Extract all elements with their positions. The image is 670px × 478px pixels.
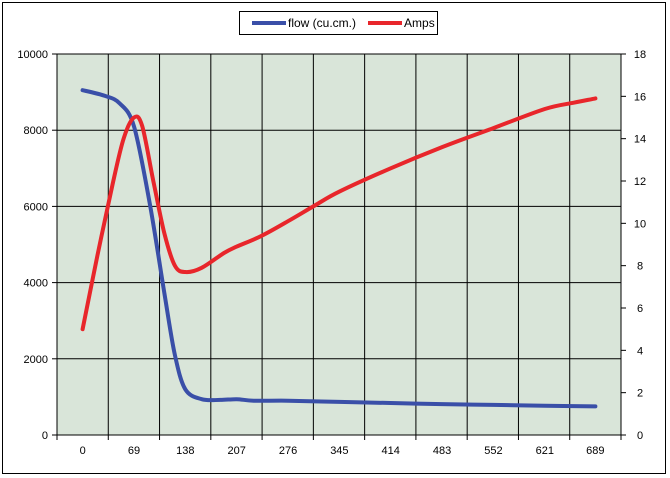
y2-tick-label: 8 [637,261,643,273]
series-line-flow [80,88,598,409]
x-tick-label: 276 [279,445,297,457]
x-tick-label: 483 [433,445,451,457]
y2-tick-label: 10 [634,218,646,230]
x-tick-label: 69 [128,445,140,457]
legend: flow (cu.cm.) Amps [239,11,438,35]
legend-item-flow: flow (cu.cm.) [240,16,356,30]
y-tick-label: 2000 [24,354,48,366]
y2-tick-label: 12 [634,176,646,188]
legend-swatch-amps [368,21,403,25]
y-tick-label: 6000 [24,201,48,213]
y2-tick-label: 0 [637,430,643,442]
y2-tick-label: 4 [637,345,643,357]
plot-border [56,53,622,436]
y-tick-label: 10000 [17,49,48,61]
x-tick-label: 689 [586,445,604,457]
y-tick-label: 4000 [24,278,48,290]
x-tick-label: 621 [536,445,554,457]
y2-tick-label: 6 [637,303,643,315]
y2-tick-label: 2 [637,388,643,400]
x-tick-label: 345 [330,445,348,457]
legend-label-amps: Amps [404,16,435,30]
y2-tick-label: 16 [634,91,646,103]
y-tick-label: 8000 [24,125,48,137]
y2-tick-label: 14 [634,134,646,146]
series-line-amps [80,96,598,332]
x-tick-label: 138 [176,445,194,457]
y-tick-label: 0 [42,430,48,442]
legend-swatch-flow [252,21,286,25]
legend-label-flow: flow (cu.cm.) [288,16,357,30]
y2-tick-label: 18 [634,49,646,61]
x-tick-label: 552 [484,445,502,457]
x-tick-label: 0 [80,445,86,457]
plot-area [57,54,621,435]
legend-item-amps: Amps [356,16,435,30]
x-tick-label: 207 [227,445,245,457]
x-tick-label: 414 [382,445,400,457]
